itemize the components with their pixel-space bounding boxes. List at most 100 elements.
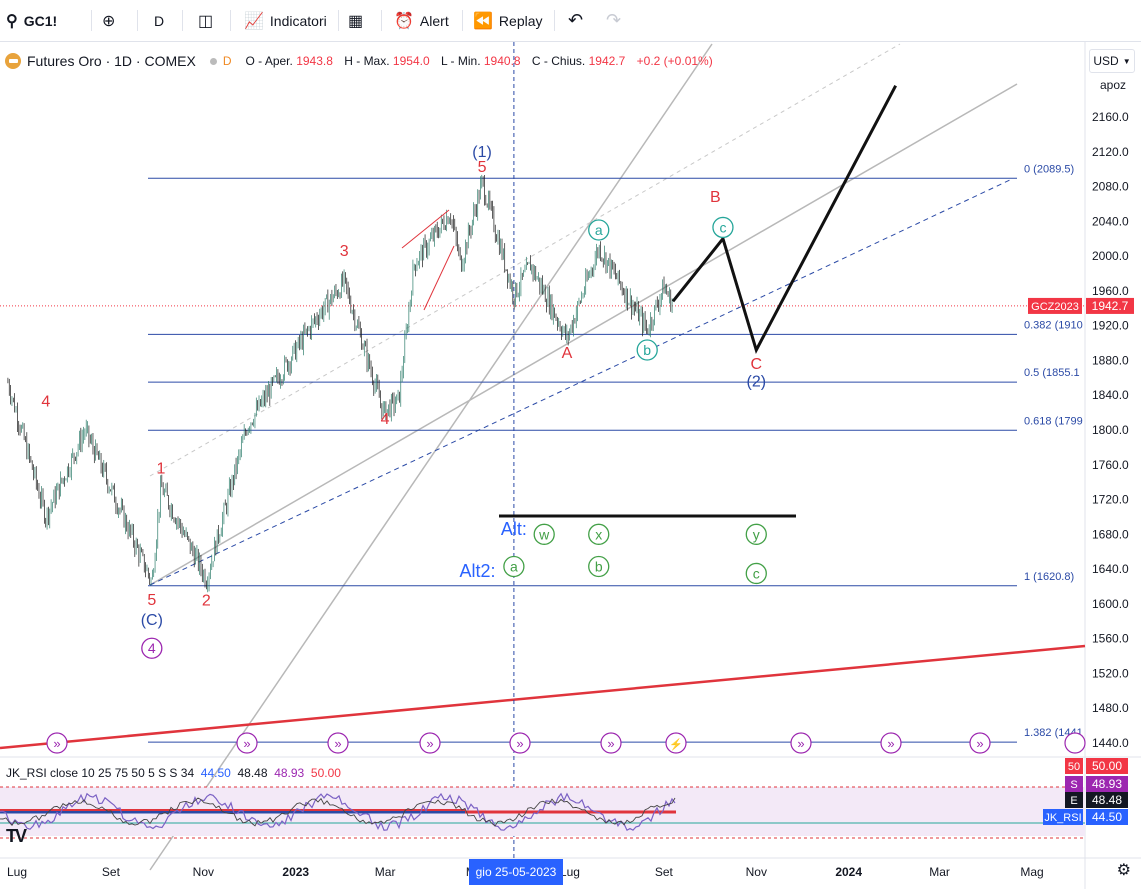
time-tick-label: Mar: [375, 865, 396, 879]
wave-circle-text: b: [643, 342, 651, 358]
price-tick-label: 1480.0: [1092, 701, 1129, 715]
alert-label: Alert: [419, 12, 449, 29]
time-tick-label: Set: [102, 865, 121, 879]
rsi-badge-value: 44.50: [1092, 810, 1122, 824]
rsi-badge-bg: [1086, 809, 1128, 825]
trend-dashed-line: [149, 178, 1013, 586]
event-marker-icon: [419, 732, 441, 754]
price-tick-label: 1760.0: [1092, 458, 1129, 472]
rewind-icon: ⏪: [473, 12, 493, 30]
indicators-label: Indicatori: [269, 12, 327, 29]
currency-select[interactable]: USD ▼: [1089, 49, 1135, 73]
tradingview-logo[interactable]: TV: [6, 826, 27, 846]
indicators-icon: 📈: [244, 12, 264, 30]
rsi-badge-tag-bg: [1065, 776, 1083, 792]
chart-canvas[interactable]: 2160.0 2120.0 2080.0 2040.0 2000.0 1960.0 1920…: [0, 42, 1141, 889]
undo-button[interactable]: ↶: [568, 0, 583, 41]
wave-circle-text: y: [753, 526, 760, 542]
wave-circle-label: [141, 637, 163, 659]
wave-circle-label: [503, 555, 525, 578]
event-marker-icon: [665, 732, 687, 754]
interval-label: D: [154, 12, 165, 29]
gear-icon[interactable]: ⚙: [1116, 862, 1131, 879]
gold-logo-icon: [5, 53, 21, 69]
alarm-clock-icon: ⏰: [394, 12, 414, 30]
time-tick-label: Set: [655, 865, 674, 879]
price-axis: [1085, 42, 1141, 757]
price-badge-label-bg: [1028, 297, 1082, 314]
time-tick-label: 2023: [282, 865, 309, 879]
wave-label: 2: [202, 593, 211, 610]
symbol-label: GC1!: [23, 12, 58, 29]
wave-circle-text: a: [595, 222, 603, 238]
event-marker-glyph: ⚡: [669, 738, 683, 751]
time-tick-label: Nov: [193, 865, 214, 879]
rsi-badge-tag: E: [1070, 795, 1077, 807]
rsi-line: [0, 792, 676, 832]
wave-label: 5: [478, 159, 487, 176]
time-tick-label: Mar: [929, 865, 950, 879]
time-tick-label: Lug: [560, 865, 580, 879]
cursor-date-badge: gio 25-05-2023: [469, 859, 563, 885]
rsi-badge-bg: [1086, 758, 1128, 774]
price-tick-label: 1840.0: [1092, 388, 1129, 402]
rsi-badge-tag: S: [1070, 779, 1077, 791]
fib-level-label: 0.5 (1855.1: [1024, 367, 1080, 379]
layouts-button[interactable]: ▦: [348, 0, 369, 41]
wave-circle-text: w: [538, 526, 550, 542]
replay-button[interactable]: ⏪ Replay: [473, 0, 543, 41]
wave-circle-text: x: [595, 526, 602, 542]
fib-level-label: 0.618 (1799: [1024, 415, 1083, 427]
price-badge-bg: [1086, 297, 1134, 314]
symbol-search-button[interactable]: ⚲ GC1!: [6, 0, 57, 41]
indicators-button[interactable]: 📈 Indicatori: [244, 0, 327, 41]
event-marker-icon: [600, 732, 622, 754]
rsi-badge-value: 48.93: [1092, 777, 1122, 791]
wave-label: B: [710, 189, 721, 206]
wave-circle-text: a: [510, 559, 518, 575]
event-marker-icon: [1064, 732, 1086, 754]
ohlc-values: O - Aper. 1943.8 H - Max. 1954.0 L - Min…: [245, 54, 713, 68]
market-status-icon: [209, 57, 217, 65]
wedge-line: [423, 245, 455, 311]
wave-circle-label: [745, 523, 767, 545]
fib-level-label: 0 (2089.5): [1024, 163, 1074, 175]
rsi-badge-bg: [1086, 776, 1128, 792]
price-tick-label: 2080.0: [1092, 180, 1129, 194]
rsi-badge-tag: 50: [1068, 761, 1080, 773]
event-marker-icon: [969, 732, 991, 754]
price-tick-label: 1680.0: [1092, 527, 1129, 541]
channel-upper-line: [149, 43, 713, 871]
add-symbol-button[interactable]: ⊕: [102, 0, 121, 41]
alert-button[interactable]: ⏰ Alert: [394, 0, 449, 41]
price-badge-label: GCZ2023: [1031, 301, 1079, 313]
event-marker-glyph: »: [976, 736, 983, 751]
rsi-badge-value: 48.48: [1092, 793, 1122, 807]
event-marker-icon: [236, 732, 258, 754]
fib-level-label: 0.382 (1910: [1024, 319, 1083, 331]
price-tick-label: 1560.0: [1092, 632, 1129, 646]
chart-type-button[interactable]: ◫: [198, 0, 219, 41]
wave-label: (1): [472, 144, 492, 161]
redo-icon: ↷: [606, 10, 622, 30]
projection-path: [671, 85, 897, 354]
red-trendline: [0, 644, 1086, 750]
search-icon: ⚲: [6, 12, 18, 30]
wave-circle-label: [588, 219, 610, 241]
rsi-badge-tag-bg: [1065, 758, 1083, 774]
interval-button[interactable]: D: [154, 0, 164, 41]
scale-mode-label[interactable]: apoz: [1099, 78, 1127, 92]
wave-circle-label: [533, 523, 555, 545]
price-tick-label: 1520.0: [1092, 666, 1129, 680]
wave-circle-label: [588, 523, 610, 545]
event-marker-glyph: »: [607, 736, 614, 751]
redo-button[interactable]: ↷: [606, 0, 621, 41]
wave-label: (2): [747, 374, 767, 391]
event-marker-glyph: »: [797, 736, 804, 751]
price-badge-value: 1942.7: [1092, 299, 1129, 313]
candles-group: [7, 174, 673, 593]
wave-label: 1: [156, 460, 165, 477]
wave-circle-label: [745, 562, 767, 585]
rsi-badge-tag: JK_RSI: [1044, 812, 1081, 824]
time-tick-label: Nov: [746, 865, 767, 879]
